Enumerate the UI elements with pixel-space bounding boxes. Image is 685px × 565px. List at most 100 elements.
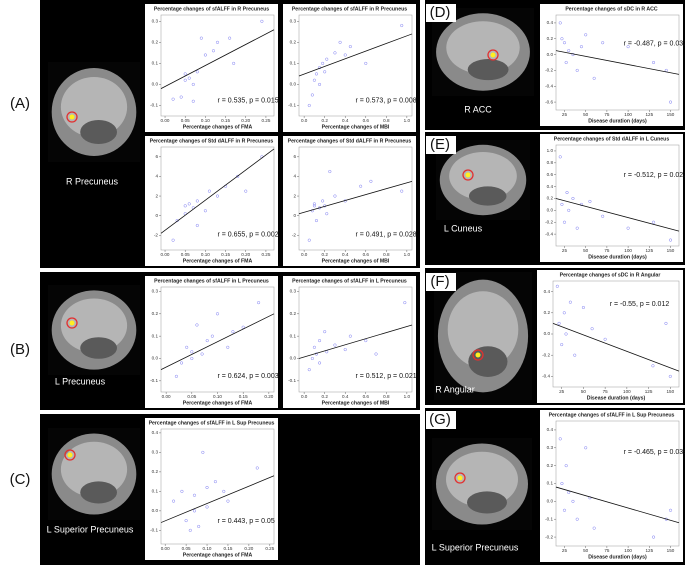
data-point bbox=[207, 189, 211, 193]
y-tick-label: 0 bbox=[293, 213, 296, 218]
panel-label: (A) bbox=[10, 95, 30, 112]
x-tick-label: 0.0 bbox=[301, 252, 308, 257]
data-point bbox=[571, 499, 575, 503]
data-point bbox=[364, 61, 368, 65]
data-point bbox=[174, 374, 178, 378]
chart-title: Percentage changes of sfALFF in L Sup Pr… bbox=[149, 420, 275, 426]
region-label: L Precuneus bbox=[55, 376, 106, 386]
data-point bbox=[601, 214, 605, 218]
data-point bbox=[323, 330, 327, 334]
data-point bbox=[192, 509, 197, 513]
y-tick-label: 0.0 bbox=[544, 331, 551, 336]
data-point bbox=[400, 189, 404, 193]
y-tick-label: 6 bbox=[293, 154, 296, 159]
x-tick-label: 0.05 bbox=[182, 546, 191, 551]
y-tick-label: 4 bbox=[155, 174, 158, 179]
data-point bbox=[257, 301, 261, 305]
data-point bbox=[183, 78, 187, 82]
data-point bbox=[626, 226, 630, 230]
y-tick-label: -0.2 bbox=[542, 352, 550, 357]
data-point bbox=[195, 199, 199, 203]
data-point bbox=[317, 361, 322, 365]
data-point bbox=[200, 352, 204, 356]
panel-label-background bbox=[426, 4, 456, 22]
data-point bbox=[562, 41, 567, 45]
panel-label: (C) bbox=[10, 471, 31, 488]
regression-line bbox=[298, 324, 413, 359]
data-point bbox=[348, 334, 352, 338]
x-tick-label: 150 bbox=[667, 548, 675, 553]
data-point bbox=[215, 40, 220, 44]
data-point bbox=[199, 36, 203, 40]
brain-image-detail bbox=[468, 186, 507, 206]
y-tick-label: -0.2 bbox=[545, 219, 553, 224]
panel-label: (E) bbox=[430, 136, 450, 153]
data-point bbox=[307, 238, 311, 242]
y-tick-label: -0.2 bbox=[545, 534, 553, 539]
plot-area bbox=[298, 286, 413, 393]
x-tick-label: 0.00 bbox=[161, 546, 170, 551]
x-tick-label: 0.15 bbox=[221, 118, 230, 123]
data-point bbox=[567, 208, 571, 212]
x-tick-label: 100 bbox=[624, 112, 632, 117]
region-label: L Superior Precuneus bbox=[432, 542, 519, 552]
x-tick-label: 0.8 bbox=[383, 252, 390, 257]
correlation-annotation: r = 0.491, p = 0.028 bbox=[356, 231, 417, 238]
x-tick-label: 0.10 bbox=[201, 252, 210, 257]
data-point bbox=[213, 480, 217, 484]
data-point bbox=[592, 76, 596, 80]
roi-highlight bbox=[64, 449, 76, 461]
region-label: L Superior Precuneus bbox=[47, 524, 134, 534]
correlation-annotation: r = -0.465, p = 0.039 bbox=[624, 449, 685, 456]
data-point bbox=[205, 485, 209, 490]
panel-label: (D) bbox=[430, 4, 451, 21]
roi-blob bbox=[67, 452, 73, 458]
plot-area bbox=[555, 420, 680, 547]
y-tick-label: 0.4 bbox=[547, 184, 554, 189]
data-point bbox=[558, 21, 562, 25]
roi-highlight bbox=[462, 169, 474, 181]
plot-area bbox=[160, 428, 275, 545]
chart-title: Percentage changes of Std dALFF in R Pre… bbox=[150, 138, 274, 144]
y-tick-label: 0.0 bbox=[547, 208, 554, 213]
y-tick-label: 0.2 bbox=[290, 311, 297, 316]
x-tick-label: 0.4 bbox=[342, 118, 349, 123]
brain-image-detail bbox=[467, 59, 509, 81]
x-tick-label: 0.10 bbox=[213, 394, 222, 399]
x-tick-label: 100 bbox=[624, 548, 632, 553]
data-point bbox=[564, 464, 568, 468]
data-point bbox=[195, 70, 199, 74]
brain-image-detail bbox=[467, 491, 507, 514]
roi-blob bbox=[69, 320, 75, 326]
data-point bbox=[359, 184, 363, 188]
x-axis-label: Disease duration (days) bbox=[588, 118, 647, 124]
x-tick-label: 0.2 bbox=[321, 252, 328, 257]
x-tick-label: 0.10 bbox=[203, 546, 212, 551]
x-tick-label: 75 bbox=[604, 248, 610, 253]
chart-title: Percentage changes of Std dALFF in L Cun… bbox=[554, 136, 670, 142]
plot-area bbox=[555, 144, 680, 247]
data-point bbox=[575, 68, 579, 72]
x-tick-label: 0.6 bbox=[363, 252, 370, 257]
x-axis-label: Percentage changes of MBI bbox=[322, 124, 390, 130]
y-tick-label: -2 bbox=[292, 233, 297, 238]
y-tick-label: 0.0 bbox=[152, 356, 159, 361]
data-point bbox=[195, 323, 199, 327]
region-label: R Angular bbox=[435, 384, 475, 394]
data-point bbox=[343, 348, 347, 352]
roi-blob bbox=[465, 172, 471, 178]
data-point bbox=[211, 49, 216, 53]
data-point bbox=[333, 51, 337, 55]
brain-image-detail bbox=[80, 337, 117, 359]
x-tick-label: 0.4 bbox=[342, 252, 349, 257]
roi-blob bbox=[69, 114, 75, 120]
plot-area bbox=[552, 280, 680, 388]
brain-image-detail bbox=[80, 481, 117, 504]
x-tick-label: 125 bbox=[645, 548, 653, 553]
panel-label: (G) bbox=[429, 411, 451, 428]
y-tick-label: 0.2 bbox=[547, 196, 554, 201]
data-point bbox=[201, 450, 205, 454]
y-tick-label: 0.0 bbox=[290, 356, 297, 361]
x-tick-label: 0.20 bbox=[264, 394, 273, 399]
y-tick-label: 0.1 bbox=[152, 61, 159, 66]
